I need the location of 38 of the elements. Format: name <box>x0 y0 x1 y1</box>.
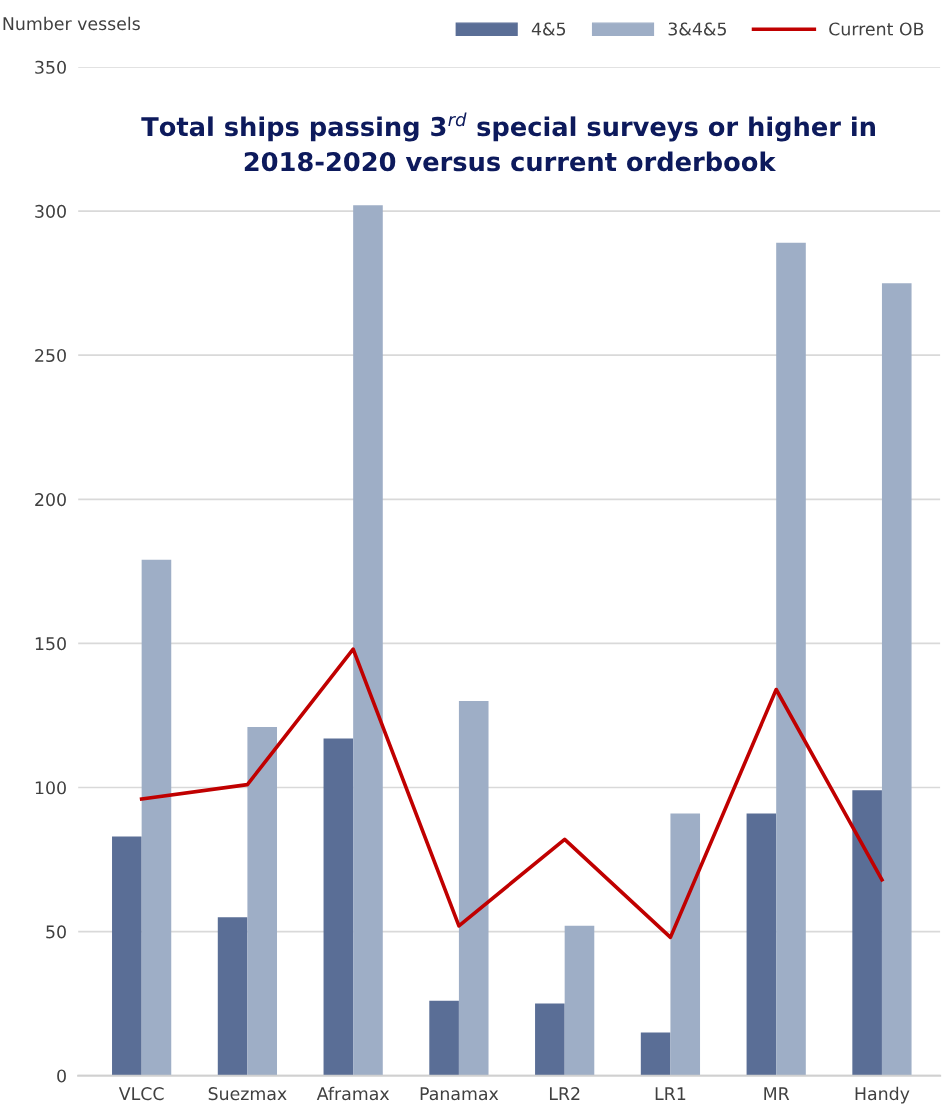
bar <box>852 790 882 1076</box>
x-tick-label: Aframax <box>316 1086 390 1101</box>
y-tick-label: 50 <box>46 925 66 939</box>
legend-label: Current OB <box>829 22 924 36</box>
bar <box>247 726 278 1076</box>
text: Total ships passing 3$^{rd}$ special surveys or higher in 2018-2020 versus current orderbook <box>141 112 875 172</box>
legend-label: 4&5 <box>531 22 566 36</box>
y-tick-label: 300 <box>35 204 66 218</box>
x-tick-label: Panamax <box>420 1087 499 1101</box>
line-series <box>139 647 884 940</box>
bar <box>564 925 595 1076</box>
bar <box>881 283 912 1076</box>
bar <box>535 1003 565 1076</box>
y-tick-label: 150 <box>35 637 66 651</box>
y-tick-label: 200 <box>35 493 66 507</box>
bar <box>112 836 142 1076</box>
x-tick-label: Handy <box>855 1086 910 1104</box>
bar <box>217 917 248 1076</box>
y-tick-label: 0 <box>57 1069 66 1083</box>
x-tick-label: LR1 <box>655 1087 686 1100</box>
y-tick-label: 350 <box>35 60 66 74</box>
x-tick-label: MR <box>764 1087 790 1100</box>
x-tick-label: Suezmax <box>208 1087 287 1101</box>
legend-label: 3&4&5 <box>668 22 726 36</box>
x-tick-label: VLCC <box>118 1087 164 1101</box>
bar <box>353 205 383 1076</box>
bar <box>141 559 172 1076</box>
bar <box>323 738 354 1076</box>
y-tick-label: 100 <box>35 781 66 795</box>
y-axis-title: Number vessels <box>3 16 140 31</box>
y-tick-label: 250 <box>35 348 66 363</box>
bar <box>640 1032 671 1076</box>
bar <box>670 813 701 1076</box>
bar <box>429 1000 459 1076</box>
bar <box>458 701 489 1076</box>
x-tick-label: LR2 <box>549 1087 580 1100</box>
bar <box>746 813 777 1076</box>
bar <box>776 242 806 1076</box>
